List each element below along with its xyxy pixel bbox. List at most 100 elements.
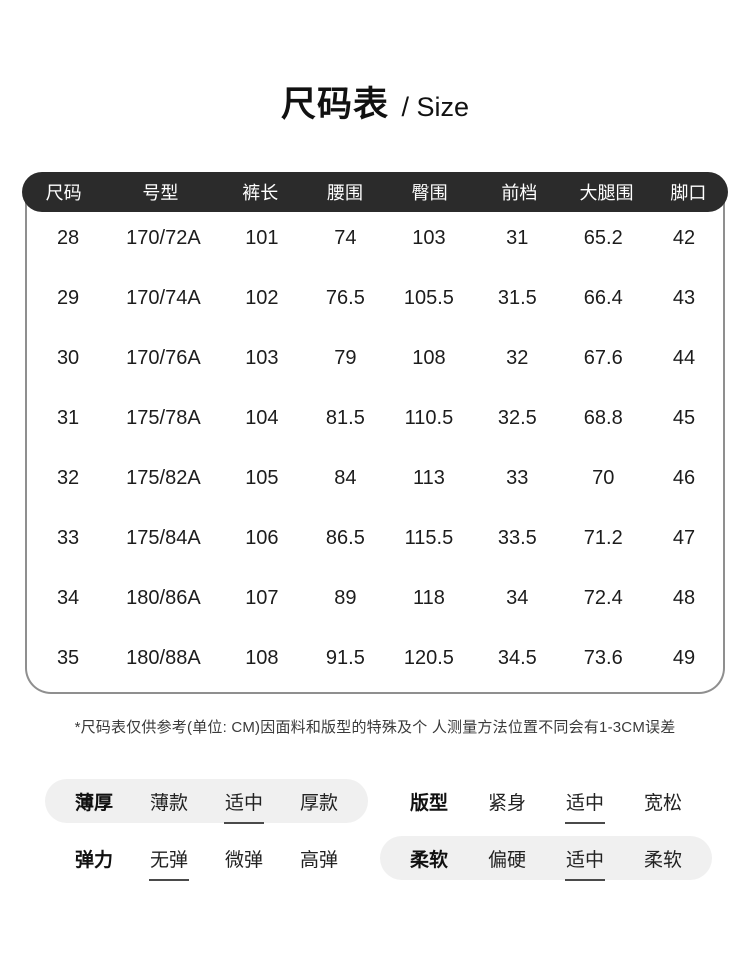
table-cell: 170/74A <box>126 286 201 309</box>
table-cell: 45 <box>672 406 696 429</box>
attr-label-fit: 版型 <box>410 792 449 814</box>
table-cell: 35 <box>56 646 80 669</box>
table-cell: 103 <box>412 226 446 249</box>
attr-option: 适中 <box>223 788 265 824</box>
attr-label-elasticity: 弹力 <box>75 849 114 871</box>
table-cell: 104 <box>245 406 279 429</box>
attr-option: 薄款 <box>149 792 188 814</box>
header-cell-hip: 臀围 <box>411 183 448 203</box>
attr-option: 高弹 <box>299 849 338 871</box>
table-cell: 113 <box>412 466 445 489</box>
table-cell: 70 <box>592 466 615 489</box>
table-cell: 175/84A <box>126 526 201 549</box>
table-cell: 68.8 <box>583 406 623 429</box>
attribute-grid: 薄厚 薄款 适中 厚款 版型 紧身 适中 宽松 弹力 无弹 微弹 高弹 柔软 偏… <box>45 779 712 881</box>
attr-row-fit: 版型 紧身 适中 宽松 <box>380 779 712 824</box>
table-cell: 106 <box>245 526 279 549</box>
table-cell: 71.2 <box>583 526 623 549</box>
table-row: 33 175/84A 106 86.5 115.5 33.5 71.2 47 <box>27 508 723 568</box>
attr-label-thickness: 薄厚 <box>75 792 114 814</box>
table-cell: 91.5 <box>325 646 365 669</box>
table-cell: 66.4 <box>583 286 623 309</box>
table-cell: 108 <box>412 346 446 369</box>
size-note: *尺码表仅供参考(单位: CM)因面料和版型的特殊及个 人测量方法位置不同会有1… <box>74 719 676 736</box>
table-cell: 31 <box>56 406 80 429</box>
table-cell: 32 <box>506 346 529 369</box>
attr-row-thickness: 薄厚 薄款 适中 厚款 <box>45 779 368 824</box>
table-cell: 180/88A <box>126 646 201 669</box>
table-cell: 101 <box>245 226 279 249</box>
table-cell: 33 <box>506 466 529 489</box>
page-title-en: / Size <box>401 92 469 122</box>
header-cell-front-rise: 前档 <box>501 183 538 203</box>
table-row: 31 175/78A 104 81.5 110.5 32.5 68.8 45 <box>27 388 723 448</box>
table-cell: 33 <box>56 526 80 549</box>
table-row: 34 180/86A 107 89 118 34 72.4 48 <box>27 568 723 628</box>
table-cell: 110.5 <box>404 406 454 429</box>
page-title-zh: 尺码表 <box>281 85 390 124</box>
attr-row-softness: 柔软 偏硬 适中 柔软 <box>380 836 712 881</box>
attr-option: 无弹 <box>148 845 190 881</box>
table-cell: 42 <box>672 226 696 249</box>
table-cell: 31 <box>506 226 529 249</box>
attr-option: 紧身 <box>487 792 526 814</box>
table-cell: 118 <box>412 586 445 609</box>
table-cell: 105.5 <box>403 286 454 309</box>
header-cell-thigh: 大腿围 <box>579 183 634 203</box>
table-cell: 74 <box>334 226 357 249</box>
table-cell: 170/76A <box>126 346 201 369</box>
table-cell: 108 <box>245 646 279 669</box>
attr-option: 适中 <box>564 845 606 881</box>
table-cell: 89 <box>334 586 357 609</box>
table-cell: 32 <box>56 466 80 489</box>
attr-option: 宽松 <box>643 792 682 814</box>
table-cell: 34 <box>506 586 529 609</box>
table-cell: 72.4 <box>583 586 623 609</box>
table-cell: 103 <box>245 346 279 369</box>
table-cell: 73.6 <box>583 646 623 669</box>
table-cell: 34.5 <box>497 646 537 669</box>
table-row: 30 170/76A 103 79 108 32 67.6 44 <box>27 328 723 388</box>
table-cell: 49 <box>672 646 696 669</box>
attr-option: 厚款 <box>299 792 338 814</box>
table-cell: 84 <box>334 466 357 489</box>
table-cell: 175/82A <box>126 466 201 489</box>
header-cell-size: 尺码 <box>45 183 82 203</box>
table-cell: 79 <box>334 346 357 369</box>
table-cell: 107 <box>245 586 279 609</box>
table-cell: 175/78A <box>126 406 201 429</box>
size-table-body: 28 170/72A 101 74 103 31 65.2 42 29 170/… <box>25 192 725 694</box>
table-cell: 46 <box>672 466 696 489</box>
header-cell-pant-length: 裤长 <box>242 183 279 203</box>
table-cell: 28 <box>56 226 80 249</box>
table-cell: 44 <box>672 346 696 369</box>
table-cell: 115.5 <box>404 526 454 549</box>
table-cell: 86.5 <box>325 526 365 549</box>
table-cell: 43 <box>672 286 696 309</box>
page-title: 尺码表 / Size <box>0 86 750 131</box>
attr-option: 微弹 <box>224 849 263 871</box>
table-cell: 102 <box>245 286 279 309</box>
table-row: 29 170/74A 102 76.5 105.5 31.5 66.4 43 <box>27 268 723 328</box>
table-cell: 31.5 <box>497 286 537 309</box>
attr-row-elasticity: 弹力 无弹 微弹 高弹 <box>45 836 368 881</box>
table-cell: 170/72A <box>126 226 201 249</box>
table-cell: 67.6 <box>583 346 623 369</box>
table-cell: 65.2 <box>583 226 623 249</box>
attr-option: 偏硬 <box>487 849 526 871</box>
table-cell: 32.5 <box>497 406 537 429</box>
size-table: 尺码 号型 裤长 腰围 臀围 前档 大腿围 脚口 28 170/72A 101 … <box>22 172 728 694</box>
table-cell: 30 <box>56 346 80 369</box>
attr-option: 适中 <box>564 788 606 824</box>
attr-option: 柔软 <box>643 849 682 871</box>
header-cell-waist: 腰围 <box>326 183 363 203</box>
header-cell-model: 号型 <box>142 183 179 203</box>
table-cell: 29 <box>56 286 80 309</box>
table-cell: 47 <box>672 526 696 549</box>
table-row: 32 175/82A 105 84 113 33 70 46 <box>27 448 723 508</box>
table-row: 35 180/88A 108 91.5 120.5 34.5 73.6 49 <box>27 628 723 688</box>
table-cell: 48 <box>672 586 696 609</box>
table-cell: 76.5 <box>325 286 365 309</box>
table-row: 28 170/72A 101 74 103 31 65.2 42 <box>27 208 723 268</box>
table-cell: 180/86A <box>126 586 201 609</box>
